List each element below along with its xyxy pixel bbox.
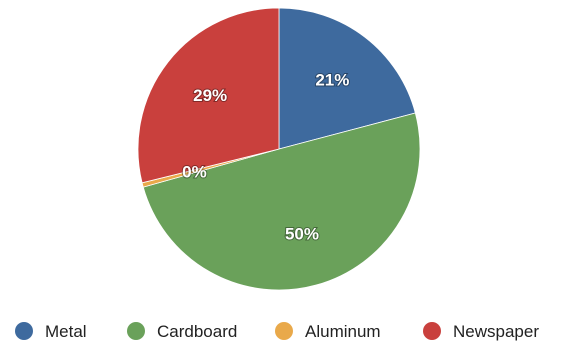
pie-slice-cardboard: [142, 112, 421, 291]
slice-label-metal: 21%: [315, 71, 349, 90]
legend-marker-newspaper: [423, 322, 441, 340]
legend-item-aluminum: Aluminum: [275, 322, 381, 341]
legend-label-metal: Metal: [45, 322, 87, 341]
pie-slice-newspaper: [137, 7, 280, 184]
slice-label-newspaper: 29%: [193, 86, 227, 105]
legend-item-cardboard: Cardboard: [127, 322, 237, 341]
legend-marker-metal: [15, 322, 33, 340]
legend: Metal Cardboard Aluminum Newspaper: [15, 322, 539, 341]
legend-label-cardboard: Cardboard: [157, 322, 237, 341]
slice-label-aluminum: 0%: [182, 162, 207, 181]
legend-marker-aluminum: [275, 322, 293, 340]
legend-label-aluminum: Aluminum: [305, 322, 381, 341]
legend-label-newspaper: Newspaper: [453, 322, 539, 341]
pie-slices: [137, 7, 421, 291]
slice-label-cardboard: 50%: [285, 224, 319, 243]
slice-labels: 21% 50% 0% 29%: [181, 70, 350, 245]
pie-slice-metal: [278, 7, 416, 150]
legend-item-metal: Metal: [15, 322, 87, 341]
legend-marker-cardboard: [127, 322, 145, 340]
legend-item-newspaper: Newspaper: [423, 322, 539, 341]
